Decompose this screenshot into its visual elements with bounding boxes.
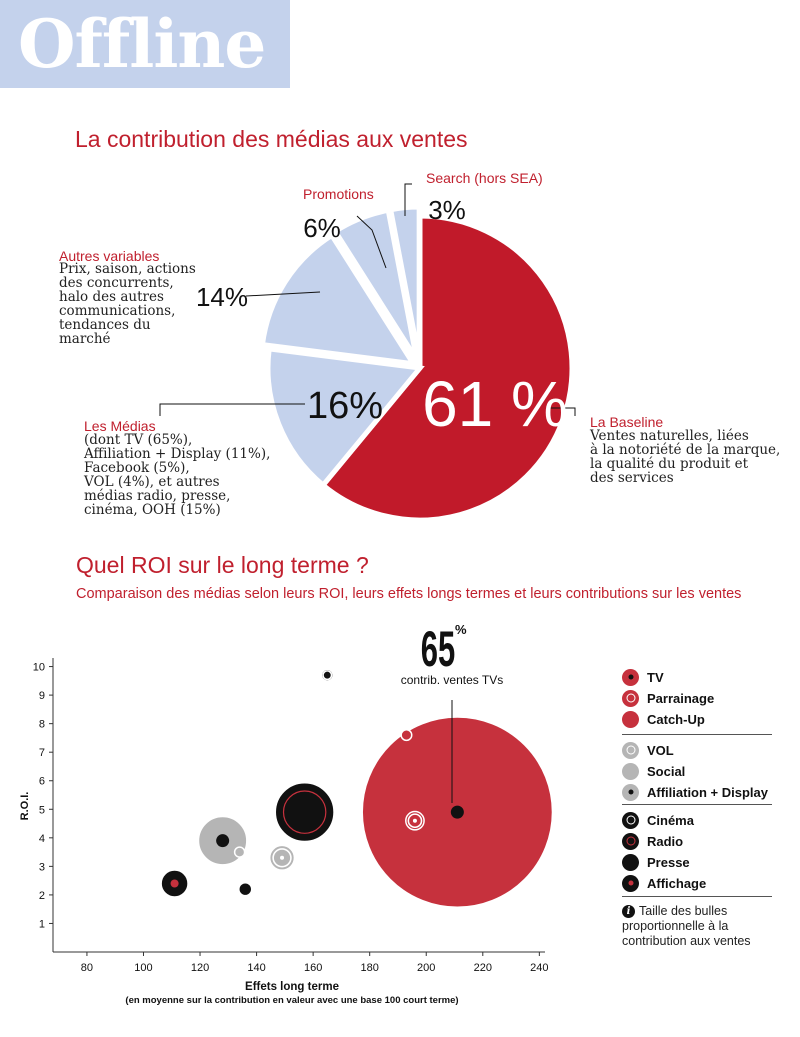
slice-desc-baseline: Ventes naturelles, liées à la notoriété …: [590, 428, 781, 486]
x-axis-note: (en moyenne sur la contribution en valeu…: [125, 995, 458, 1006]
bubble-chart: 1 2 3 4 5 6 7 8 9 10 80 100 120 140 160 180 200 220 240 65…: [19, 620, 554, 1006]
annotation-unit: %: [455, 622, 467, 637]
roi-subtitle: Comparaison des médias selon leurs ROI, …: [76, 586, 742, 602]
legend-marker: [622, 668, 639, 686]
bubble-presse: [238, 881, 253, 897]
legend-marker: [622, 832, 639, 850]
bubble-tv: [361, 716, 554, 909]
legend-divider: [622, 896, 772, 897]
y-tick-label: 5: [39, 804, 45, 816]
bubble-radio: [274, 782, 335, 843]
slice-label-promotions: Promotions: [303, 186, 374, 202]
x-tick-label: 100: [134, 962, 152, 974]
legend-item-radio: Radio: [622, 832, 683, 850]
y-tick-label: 3: [39, 861, 45, 873]
x-tick-label: 200: [417, 962, 435, 974]
y-tick-label: 1: [39, 918, 45, 930]
slice-label-autres: Autres variables: [59, 248, 160, 264]
legend-item-affiliation-display: Affiliation + Display: [622, 783, 768, 801]
legend-item-presse: Presse: [622, 853, 690, 871]
bubble-size-note: i Taille des bulles proportionnelle à la …: [622, 904, 751, 948]
y-tick-label: 10: [33, 662, 45, 674]
bubble-affichage: [160, 869, 189, 898]
legend-label: Affichage: [647, 875, 707, 891]
x-tick-label: 140: [247, 962, 265, 974]
y-tick-label: 2: [39, 890, 45, 902]
legend-label: Cinéma: [647, 812, 694, 828]
legend-item-tv: TV: [622, 668, 664, 686]
slice-desc-medias: (dont TV (65%), Affiliation + Display (1…: [84, 432, 271, 518]
legend-marker: [622, 710, 639, 728]
x-tick-label: 220: [474, 962, 492, 974]
bubble-catch-up: [400, 729, 413, 742]
x-axis-label: Effets long terme: [245, 981, 339, 993]
header-banner: Offline: [0, 0, 290, 88]
legend-marker: [622, 689, 639, 707]
annotation-value: 65: [421, 620, 455, 676]
legend-label: Social: [647, 763, 686, 779]
y-tick-label: 7: [39, 747, 45, 759]
y-tick-label: 4: [39, 833, 45, 845]
y-tick-label: 6: [39, 776, 45, 788]
legend-item-affichage: Affichage: [622, 874, 706, 892]
slice-desc-autres: Prix, saison, actions des concurrents, h…: [59, 261, 196, 347]
legend-item-parrainage: Parrainage: [622, 689, 714, 707]
legend-label: Radio: [647, 833, 684, 849]
x-tick-label: 80: [81, 962, 93, 974]
roi-section-title: Quel ROI sur le long terme ?: [76, 552, 369, 578]
x-tick-label: 160: [304, 962, 322, 974]
legend-label: Catch-Up: [647, 711, 705, 727]
slice-label-baseline: La Baseline: [590, 414, 664, 430]
y-tick-label: 9: [39, 690, 45, 702]
annotation-text: contrib. ventes TVs: [401, 673, 504, 687]
legend-marker: [622, 853, 639, 871]
legend-item-vol: VOL: [622, 741, 674, 759]
legend-label: Presse: [647, 854, 690, 870]
legend-marker: [622, 762, 639, 780]
slice-label-medias: Les Médias: [84, 418, 156, 434]
legend-label: Parrainage: [647, 690, 715, 706]
legend-marker: [622, 783, 639, 801]
legend-item-catch-up: Catch-Up: [622, 710, 705, 728]
bubble-cin-ma: [320, 668, 334, 682]
slice-label-search: Search (hors SEA): [426, 170, 543, 186]
legend-marker: [622, 811, 639, 829]
legend-label: TV: [647, 669, 664, 685]
legend-item-cin-ma: Cinéma: [622, 811, 694, 829]
pie-section-title: La contribution des médias aux ventes: [75, 126, 468, 152]
legend-item-social: Social: [622, 762, 685, 780]
x-tick-label: 240: [530, 962, 548, 974]
legend-label: Affiliation + Display: [647, 784, 768, 800]
info-icon: i: [622, 905, 635, 918]
legend-marker: [622, 741, 639, 759]
y-tick-label: 8: [39, 719, 45, 731]
x-tick-label: 120: [191, 962, 209, 974]
x-tick-label: 180: [361, 962, 379, 974]
legend-label: VOL: [647, 742, 674, 758]
banner-title: Offline: [18, 5, 266, 83]
legend-divider: [622, 734, 772, 735]
legend-marker: [622, 874, 639, 892]
bubble-social: [233, 846, 246, 858]
y-axis-label: R.O.I.: [19, 792, 31, 821]
legend-divider: [622, 804, 772, 805]
